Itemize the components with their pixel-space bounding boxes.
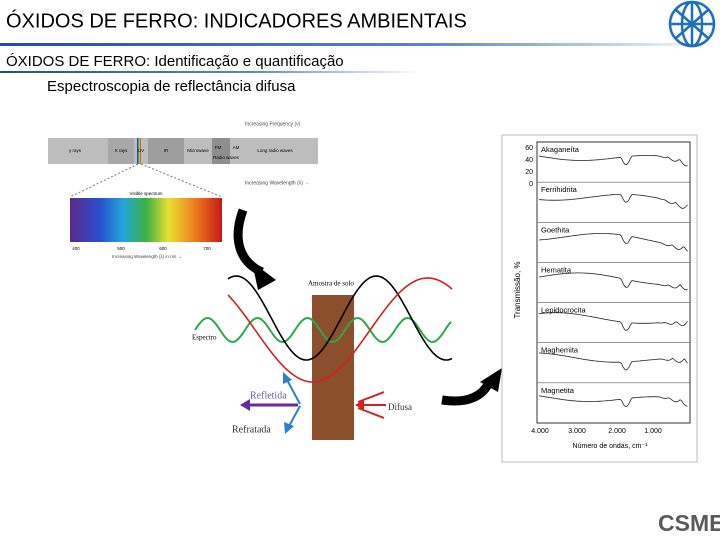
- region-label: AM: [233, 145, 240, 150]
- subtitle: ÓXIDOS DE FERRO: Identificação e quantif…: [6, 53, 344, 70]
- spectrum-band: [108, 138, 134, 164]
- globe-logo: [668, 0, 716, 48]
- mineral-label: Ferrihidrita: [541, 185, 578, 194]
- visible-axis-label: Increasing Wavelength (λ) in nm →: [112, 254, 182, 259]
- arrow-head: [355, 400, 364, 410]
- region-label: Long radio waves: [257, 148, 293, 153]
- spectrum-curve: [538, 193, 688, 209]
- mineral-label: Akaganeíta: [541, 145, 580, 154]
- y-tick-label: 0: [529, 181, 533, 188]
- arrow-head: [284, 422, 294, 434]
- x-axis-label: Número de ondas, cm⁻¹: [573, 443, 649, 450]
- x-tick-label: 4.000: [531, 428, 549, 435]
- arrow-head: [283, 372, 292, 384]
- diffuse-arrow: [357, 407, 385, 419]
- diffuse-arrow: [357, 391, 385, 403]
- panel: [501, 134, 698, 463]
- scatter-arrow: [285, 377, 301, 405]
- mineral-label: Hematita: [541, 265, 572, 274]
- wave: [194, 316, 452, 344]
- title-rule: [0, 43, 720, 46]
- y-axis-label: Transmissão, %: [513, 261, 522, 318]
- wave: [227, 277, 453, 383]
- em-spectrum: Increasing Frequency (ν) γ rays X rays U…: [48, 121, 318, 259]
- spectrum-band: [212, 138, 230, 164]
- plot-frame: [536, 141, 691, 424]
- mineral-label: Maghemita: [541, 346, 579, 355]
- y-tick-label: 20: [525, 169, 533, 176]
- spectrum-curve: [538, 352, 688, 371]
- region-label: γ rays: [69, 148, 82, 153]
- soil-sample: [312, 295, 354, 440]
- ir-spectra: 60 40 20 0 4.000 3.000 2.000 1.000 Númer…: [501, 134, 698, 463]
- reflectance-diagram: Amostra de solo Espectro Refletida Difus…: [192, 275, 453, 440]
- region-label: X rays: [115, 148, 129, 153]
- spectrum-curve: [538, 395, 688, 408]
- spectrum-band: [148, 138, 184, 164]
- reflected-label: Refletida: [250, 390, 287, 401]
- zoom-lines: [69, 163, 223, 198]
- visible-tick: 500: [117, 246, 125, 251]
- x-tick-label: 1.000: [644, 428, 662, 435]
- region-label: IR: [164, 148, 169, 153]
- curved-arrow: [441, 368, 502, 406]
- spectrum-curve: [538, 155, 688, 167]
- mineral-label: Magnetita: [541, 386, 575, 395]
- x-tick-label: 3.000: [568, 428, 586, 435]
- visible-tick: 400: [72, 246, 80, 251]
- mineral-label: Lepidocrocita: [541, 306, 586, 315]
- sample-label: Amostra de solo: [308, 280, 354, 288]
- visible-band: [137, 138, 141, 164]
- frequency-label: Increasing Frequency (ν): [245, 121, 301, 127]
- y-tick-label: 60: [525, 145, 533, 152]
- region-label: Microwave: [187, 148, 209, 153]
- refracted-arrow: [287, 405, 301, 429]
- incident-label: Espectro: [192, 334, 217, 342]
- spectrum-curve: [538, 312, 688, 331]
- visible-spectrum: [70, 198, 222, 242]
- subtitle-rule: [0, 71, 420, 73]
- topic: Espectroscopia de reflectância difusa: [47, 78, 296, 95]
- visible-tick: 700: [203, 246, 211, 251]
- curved-arrow: [233, 208, 276, 290]
- region-label: Radio waves: [213, 155, 240, 160]
- visible-label: Visible spectrum: [130, 191, 163, 196]
- arrow-head: [240, 399, 250, 411]
- visible-tick: 600: [159, 246, 167, 251]
- diffuse-label: Difusa: [388, 402, 412, 412]
- region-label: FM: [215, 145, 222, 150]
- spectrum-curve: [538, 272, 688, 291]
- wavelength-label: Increasing Wavelength (λ) →: [245, 180, 309, 186]
- wave: [227, 275, 453, 361]
- slide-title: ÓXIDOS DE FERRO: INDICADORES AMBIENTAIS: [6, 9, 467, 32]
- mineral-label: Goethita: [541, 225, 570, 234]
- refracted-label: Refratada: [232, 424, 271, 435]
- region-label: UV: [138, 148, 144, 153]
- y-tick-label: 40: [525, 157, 533, 164]
- x-tick-label: 2.000: [608, 428, 626, 435]
- footer-logo: CSME: [658, 510, 720, 536]
- spectrum-curve: [538, 233, 688, 252]
